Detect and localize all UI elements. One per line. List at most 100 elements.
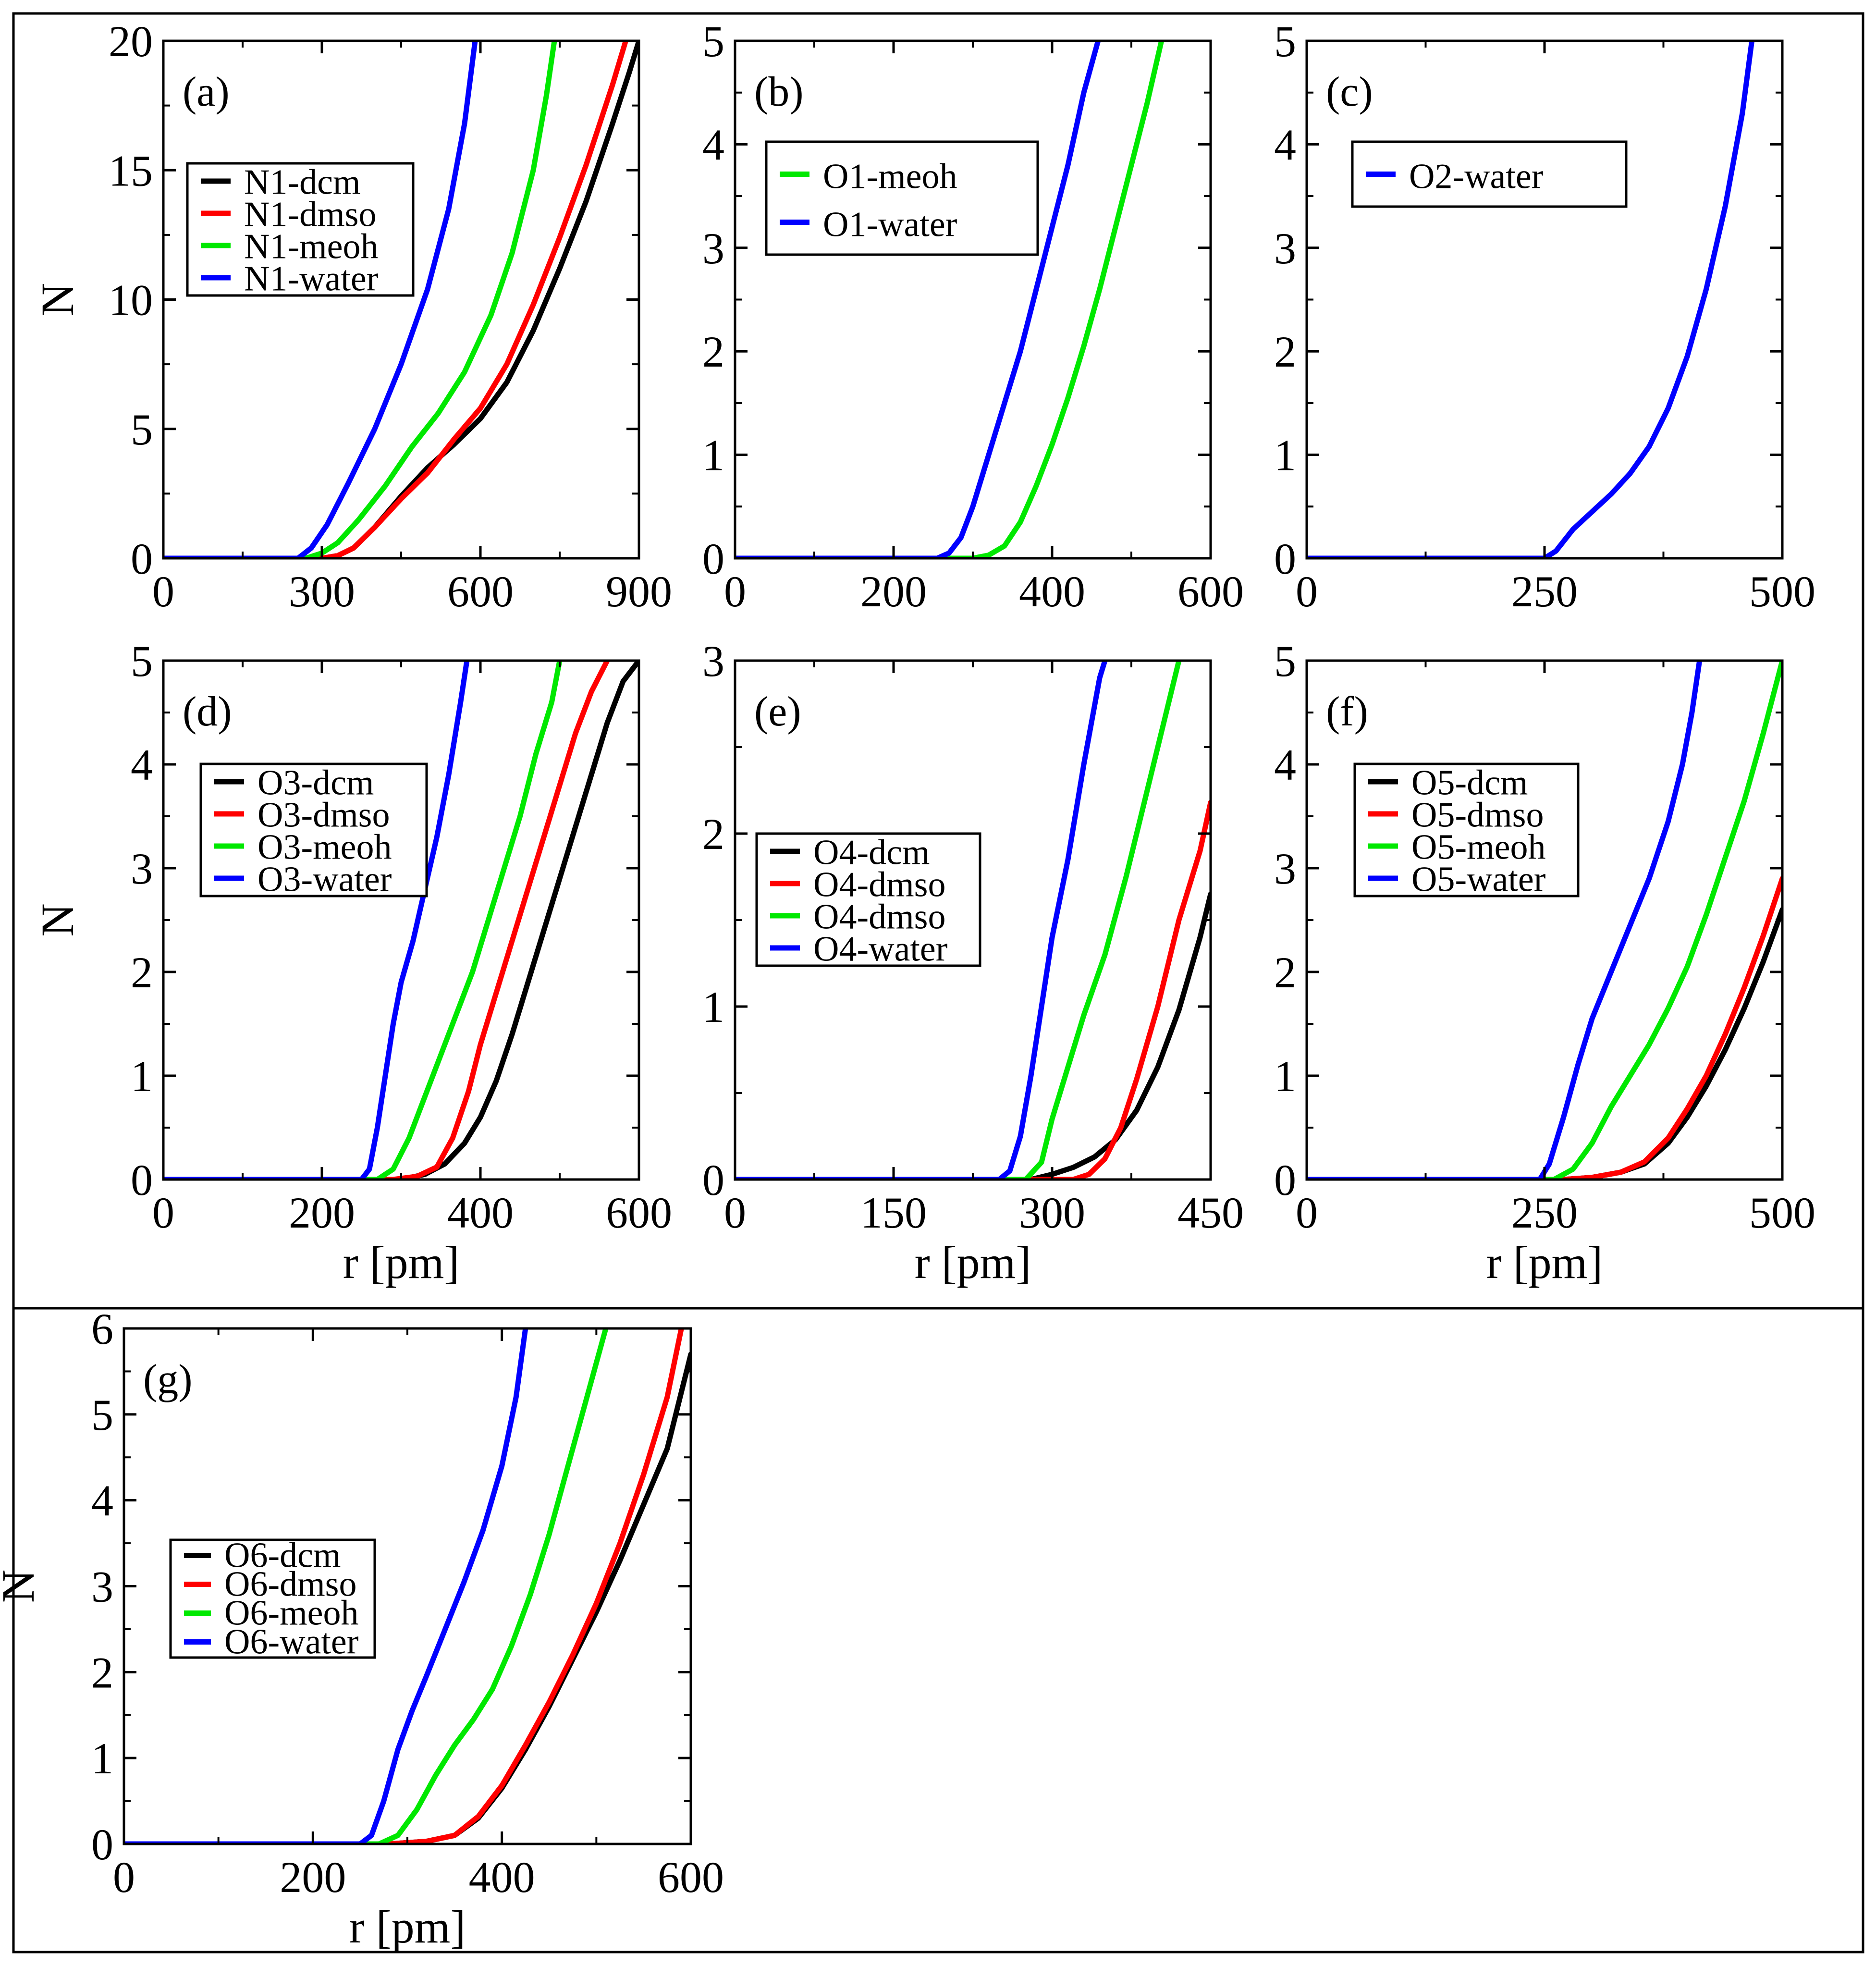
legend-label: N1-dmso [244, 195, 376, 234]
x-tick-label: 300 [289, 567, 355, 616]
x-tick-label: 250 [1511, 1188, 1578, 1237]
chart-a: 0 300 600 900 0 5 10 15 20 N (a) N1-dcmN1-dmsoN1-me… [32, 17, 672, 616]
series-line-d-1 [163, 661, 610, 1180]
panel-label-e: (e) [754, 688, 801, 735]
series-line-f-3 [1307, 661, 1703, 1180]
y-tick-label: 3 [91, 1562, 113, 1611]
y-tick-label: 4 [91, 1476, 113, 1525]
x-axis-title: r [pm] [1486, 1237, 1603, 1288]
y-tick-label: 1 [1274, 1052, 1296, 1101]
legend-label: O3-dcm [257, 763, 374, 803]
y-tick-label: 0 [702, 1155, 724, 1204]
y-tick-label: 4 [702, 120, 724, 169]
y-tick-label: 3 [702, 637, 724, 686]
x-tick-label: 0 [1296, 567, 1318, 616]
x-tick-label: 450 [1177, 1188, 1244, 1237]
series-line-e-1 [735, 799, 1211, 1180]
y-tick-label: 3 [131, 844, 153, 893]
x-tick-label: 300 [1019, 1188, 1085, 1237]
x-tick-label: 0 [724, 567, 746, 616]
y-tick-label: 1 [131, 1052, 153, 1101]
x-tick-label: 200 [860, 567, 927, 616]
x-tick-label: 400 [1019, 567, 1085, 616]
x-tick-label: 400 [469, 1853, 535, 1902]
y-tick-label: 5 [1274, 17, 1296, 66]
series-line-c-0 [1307, 41, 1755, 558]
legend-label: O3-dmso [257, 796, 390, 835]
legend-label: O3-meoh [257, 828, 392, 867]
panel-label-c: (c) [1326, 69, 1373, 115]
y-axis-title: N [32, 283, 83, 316]
chart-f: 0 250 500 0 1 2 3 4 5 r [pm] (f) O5-dcmO5-dmsoO5-me… [1274, 637, 1815, 1288]
x-tick-label: 200 [289, 1188, 355, 1237]
charts: 0 300 600 90005101520N(a)N1-dcmN1-dmsoN1-me… [0, 17, 1815, 1953]
series-line-d-3 [163, 661, 470, 1180]
series-line-e-3 [735, 661, 1108, 1180]
x-tick-label: 400 [447, 1188, 514, 1237]
y-tick-label: 2 [131, 948, 153, 997]
x-axis-title: r [pm] [915, 1237, 1031, 1288]
series-line-a-3 [163, 41, 478, 558]
legend-label: O5-water [1411, 860, 1545, 899]
legend-box-g [169, 1538, 376, 1659]
legend-label: O4-dcm [813, 833, 930, 872]
x-axis-title: r [pm] [349, 1901, 466, 1953]
y-tick-label: 0 [131, 534, 153, 583]
legend-label: O6-dcm [224, 1536, 341, 1575]
y-tick-label: 1 [91, 1734, 113, 1783]
legend-label: O4-dmso [813, 897, 945, 937]
x-tick-label: 200 [280, 1853, 346, 1902]
y-tick-label: 0 [1274, 534, 1296, 583]
legend-label: O1-meoh [823, 157, 957, 196]
legend-label: O1-water [823, 205, 957, 244]
y-tick-label: 3 [1274, 844, 1296, 893]
legend-label: O5-dmso [1411, 796, 1544, 835]
x-tick-label: 0 [1296, 1188, 1318, 1237]
x-tick-label: 150 [860, 1188, 927, 1237]
y-tick-label: 4 [1274, 120, 1296, 169]
y-tick-label: 15 [109, 146, 153, 195]
legend-label: O5-dcm [1411, 763, 1528, 803]
x-tick-label: 500 [1749, 1188, 1815, 1237]
y-tick-label: 4 [131, 740, 153, 789]
x-tick-label: 600 [658, 1853, 724, 1902]
legend-label: N1-meoh [244, 227, 379, 267]
y-tick-label: 3 [702, 224, 724, 273]
y-tick-label: 0 [131, 1155, 153, 1204]
y-tick-label: 20 [109, 17, 153, 66]
y-tick-label: 5 [702, 17, 724, 66]
legend-label: N1-water [244, 259, 378, 299]
panel-label-g: (g) [143, 1356, 193, 1403]
y-tick-label: 6 [91, 1304, 113, 1353]
x-tick-label: 0 [724, 1188, 746, 1237]
y-tick-label: 10 [109, 276, 153, 325]
panel-label-f: (f) [1326, 688, 1368, 735]
y-axis-title: N [32, 903, 83, 936]
legend-label: N1-dcm [244, 163, 361, 202]
legend-box-a [186, 162, 415, 297]
bottom-panel-frame [12, 1307, 1864, 1954]
legend-box-d [199, 762, 428, 897]
y-tick-label: 5 [1274, 637, 1296, 686]
legend-label: O5-meoh [1411, 828, 1546, 867]
series-line-f-1 [1307, 876, 1782, 1180]
y-tick-label: 5 [131, 637, 153, 686]
legend-label: O6-meoh [224, 1593, 359, 1633]
panel-label-a: (a) [183, 69, 230, 115]
x-tick-label: 600 [606, 1188, 672, 1237]
series-line-g-2 [124, 1328, 609, 1844]
chart-c: 0 250 500 0 1 2 3 4 5 (c) O2-water [1274, 17, 1815, 616]
x-tick-label: 900 [606, 567, 672, 616]
y-tick-label: 0 [91, 1820, 113, 1869]
series-line-g-1 [124, 1328, 684, 1844]
y-tick-label: 0 [702, 534, 724, 583]
x-tick-label: 0 [113, 1853, 135, 1902]
x-tick-label: 250 [1511, 567, 1578, 616]
y-axis-title: N [0, 1570, 44, 1603]
y-tick-label: 5 [91, 1390, 113, 1439]
legend-box-b [765, 140, 1039, 256]
y-tick-label: 2 [702, 810, 724, 859]
y-tick-label: 2 [91, 1648, 113, 1697]
x-tick-label: 0 [152, 1188, 174, 1237]
